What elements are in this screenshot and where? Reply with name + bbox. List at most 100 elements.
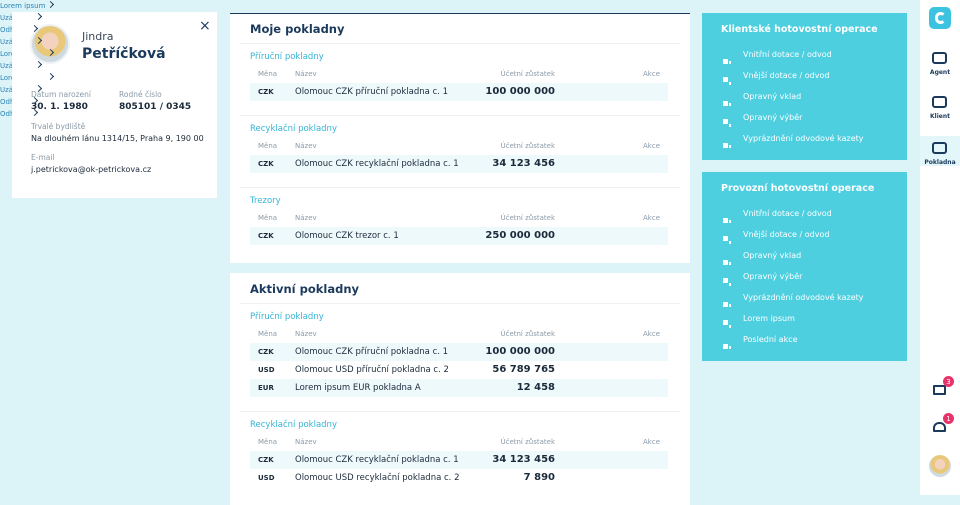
icon (723, 278, 731, 286)
field-label: Trvalé bydliště (31, 122, 86, 131)
nav-icon (932, 142, 947, 154)
table-row (250, 451, 668, 469)
user-avatar (929, 455, 951, 477)
operation-link[interactable]: Opravný vklad (743, 92, 802, 101)
nav-icon (932, 52, 947, 64)
group-title: Recyklační pokladny (250, 124, 337, 134)
operation-link[interactable]: Vyprázdnění odvodové kazety (743, 134, 864, 143)
operation-icon (722, 251, 732, 265)
operation-link[interactable]: Vnější dotace / odvod (743, 230, 830, 239)
operations-box (702, 13, 907, 160)
column-header: Akce (643, 438, 660, 446)
currency: CZK (258, 88, 274, 96)
column-header: Měna (258, 438, 278, 446)
column-header: Účetní zůstatek (500, 70, 555, 78)
balance: 12 458 (516, 382, 555, 393)
icon (723, 302, 731, 307)
column-header: Účetní zůstatek (500, 214, 555, 222)
last-name: Petříčková (82, 46, 166, 62)
column-header: Měna (258, 214, 278, 222)
operation-icon (722, 272, 732, 286)
cashbox-name: Olomouc USD recyklační pokladna c. 2 (295, 473, 460, 483)
currency: USD (258, 366, 275, 374)
operation-link[interactable]: Opravný vklad (743, 251, 802, 260)
nav-label[interactable]: Klient (930, 113, 950, 120)
sidebar (920, 0, 960, 495)
icon (723, 119, 731, 127)
balance: 250 000 000 (485, 230, 555, 241)
operation-link[interactable]: Lorem ipsum (743, 314, 795, 323)
currency: USD (258, 474, 275, 482)
cashbox-panel (230, 13, 690, 263)
column-header: Název (295, 438, 317, 446)
nav-icon (932, 96, 947, 108)
column-header: Název (295, 330, 317, 338)
nav-label[interactable]: Agent (929, 69, 951, 76)
operation-link[interactable]: Vyprázdnění odvodové kazety (743, 293, 864, 302)
table-row (250, 155, 668, 173)
logo-mark (935, 12, 946, 24)
group-title: Příruční pokladny (250, 312, 324, 322)
balance: 34 123 456 (492, 158, 555, 169)
badge-count: 3 (946, 377, 951, 386)
badge (943, 413, 954, 424)
balance: 100 000 000 (485, 346, 555, 357)
chevron (47, 0, 55, 9)
operation-icon (722, 293, 732, 307)
icon (723, 59, 731, 64)
icon (723, 236, 731, 244)
icon (723, 77, 731, 85)
group-title: Příruční pokladny (250, 52, 324, 62)
column-header: Účetní zůstatek (500, 142, 555, 150)
operations-title: Klientské hotovostní operace (721, 24, 878, 35)
currency: CZK (258, 348, 274, 356)
balance: 34 123 456 (492, 454, 555, 465)
operation-icon (722, 50, 732, 64)
cashbox-name: Olomouc CZK recyklační pokladna c. 1 (295, 455, 459, 465)
cashbox-name: Lorem ipsum EUR pokladna A (295, 383, 421, 393)
group-title: Trezory (250, 196, 281, 206)
panel-title: Aktivní pokladny (250, 282, 360, 296)
field-value: 30. 1. 1980 (31, 102, 88, 112)
balance: 56 789 765 (492, 364, 555, 375)
operation-icon (722, 230, 732, 244)
icon (723, 101, 731, 106)
field-value: 805101 / 0345 (119, 102, 192, 112)
operation-link[interactable]: Poslední akce (743, 335, 798, 344)
column-header: Akce (643, 214, 660, 222)
operation-icon (722, 314, 732, 328)
icon (723, 320, 731, 328)
column-header: Měna (258, 70, 278, 78)
operation-link[interactable]: Vnitřní dotace / odvod (743, 50, 832, 59)
field-label: E-mail (31, 153, 55, 162)
icon (723, 143, 731, 148)
currency: CZK (258, 160, 274, 168)
operation-link[interactable]: Opravný výběr (743, 113, 803, 122)
operation-icon (722, 92, 732, 106)
cashbox-name: Olomouc USD příruční pokladna c. 2 (295, 365, 449, 375)
column-header: Měna (258, 330, 278, 338)
cashbox-name: Olomouc CZK recyklační pokladna c. 1 (295, 159, 459, 169)
action-link[interactable]: Lorem ipsum (0, 0, 960, 12)
operation-icon (722, 113, 732, 127)
operation-link[interactable]: Opravný výběr (743, 272, 803, 281)
avatar (30, 24, 70, 64)
cashbox-name: Olomouc CZK příruční pokladna c. 1 (295, 87, 449, 97)
column-header: Název (295, 142, 317, 150)
table-row (250, 343, 668, 361)
panel-title: Moje pokladny (250, 22, 345, 36)
separator (240, 43, 680, 44)
table-row (250, 361, 668, 379)
operation-link[interactable]: Vnější dotace / odvod (743, 71, 830, 80)
balance: 100 000 000 (485, 86, 555, 97)
operations-box (702, 172, 907, 361)
cashbox-name: Olomouc CZK příruční pokladna c. 1 (295, 347, 449, 357)
column-header: Název (295, 70, 317, 78)
column-header: Účetní zůstatek (500, 330, 555, 338)
currency: EUR (258, 384, 274, 392)
operation-link[interactable]: Vnitřní dotace / odvod (743, 209, 832, 218)
nav-label[interactable]: Pokladna (924, 159, 956, 166)
close-button[interactable]: × (199, 18, 211, 34)
operation-icon (722, 335, 732, 349)
